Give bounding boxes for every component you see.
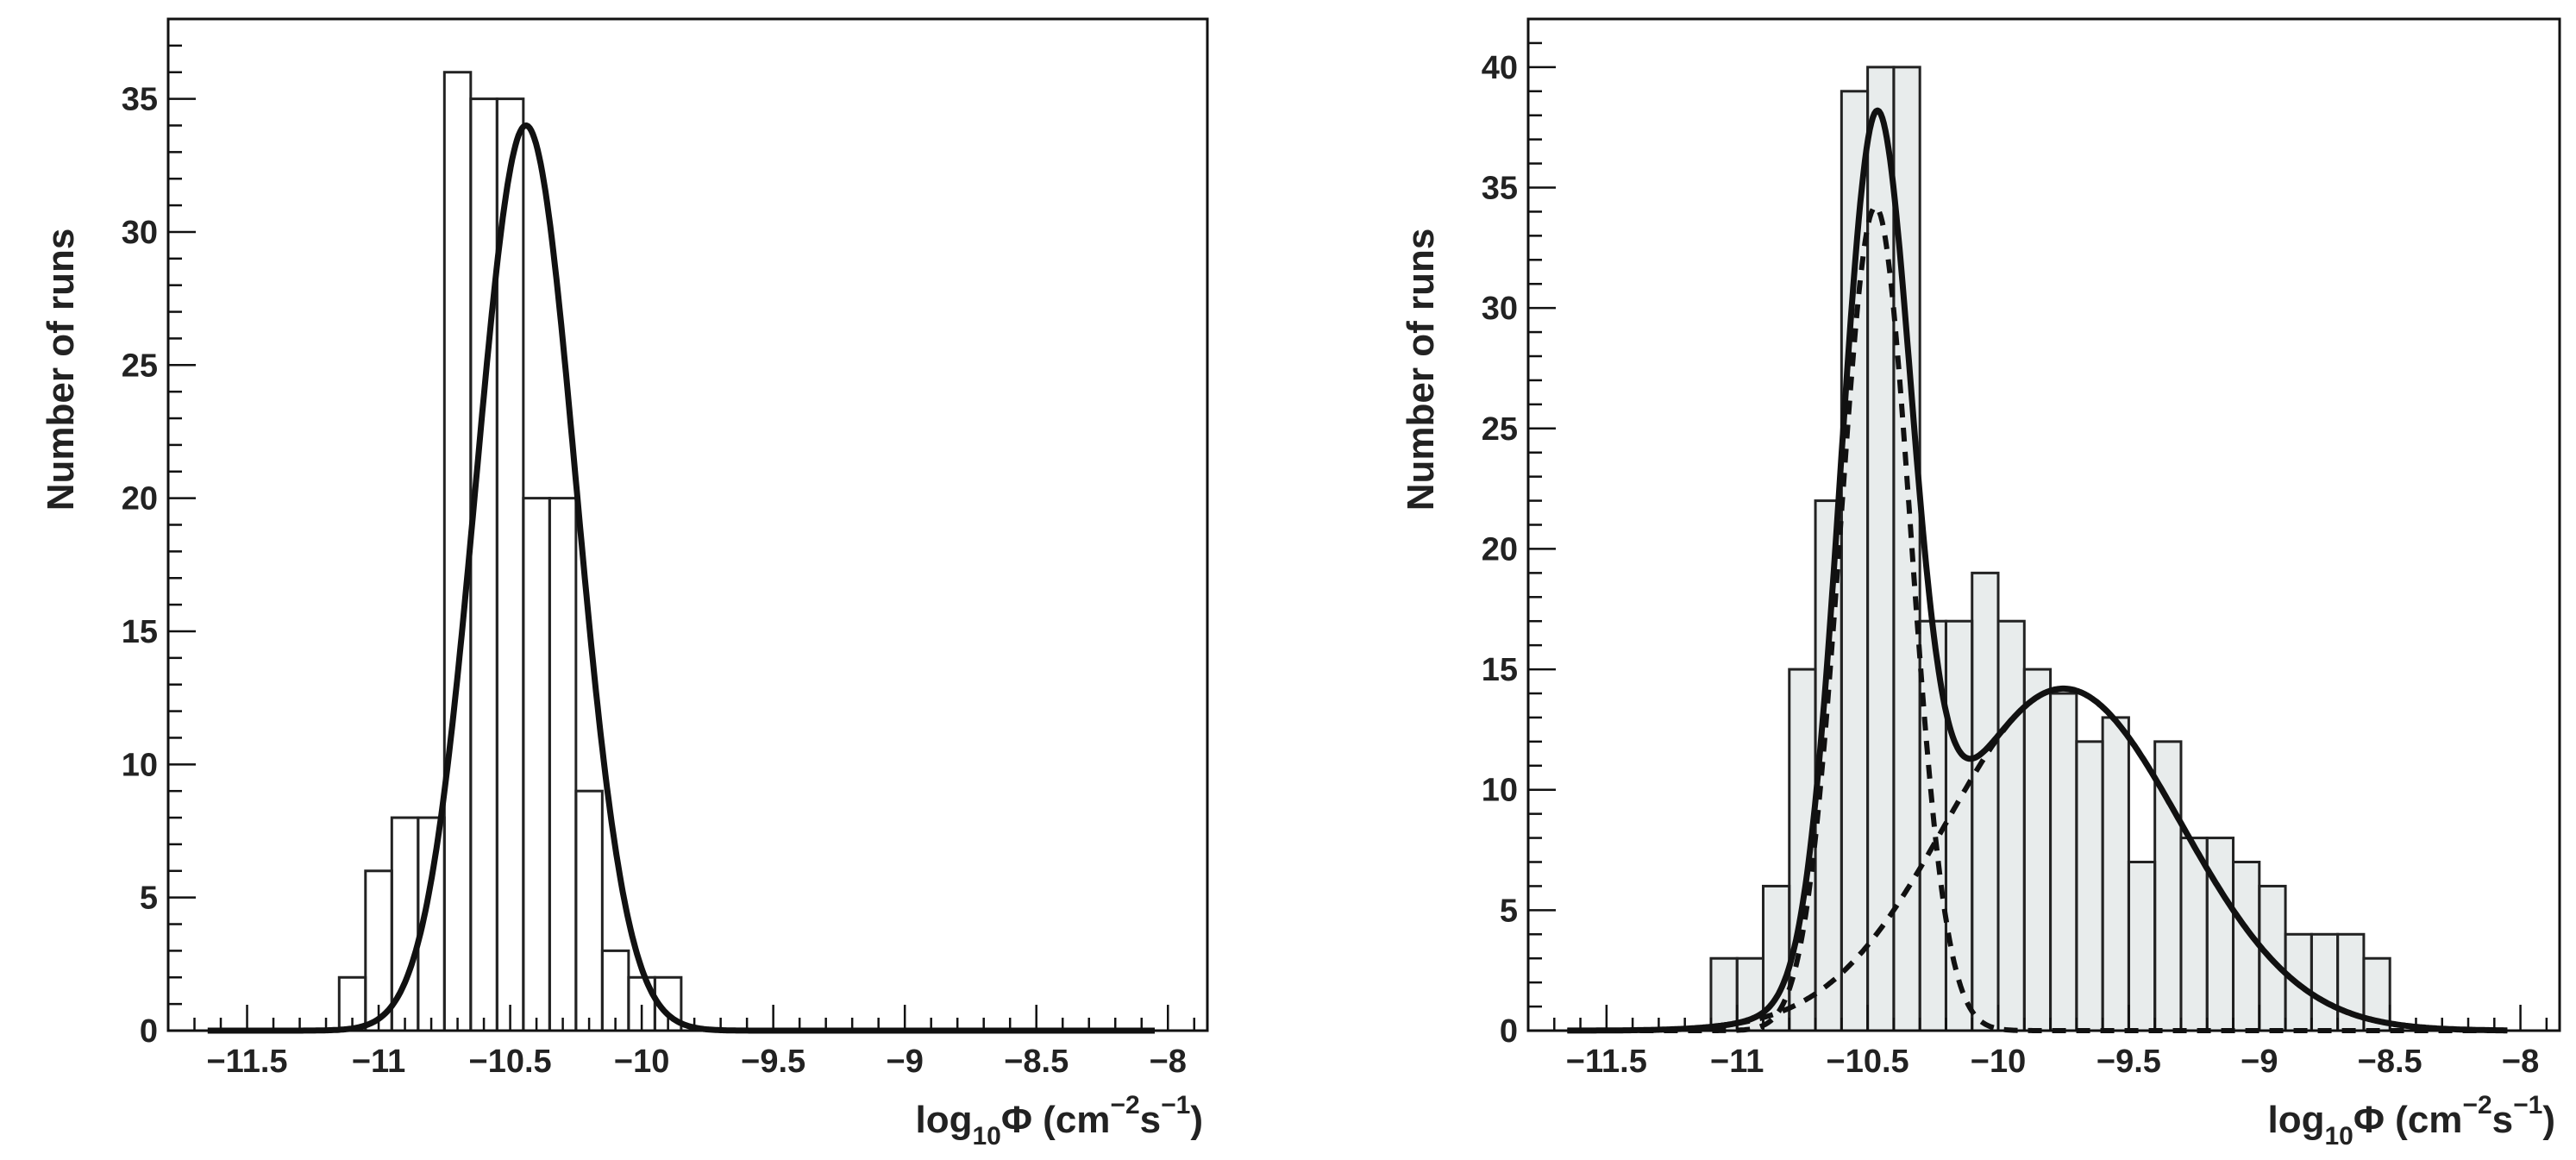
y-tick-label: 25 xyxy=(122,348,158,384)
x-tick-label: −9.5 xyxy=(2097,1044,2161,1080)
y-tick-label: 10 xyxy=(1482,773,1518,809)
x-axis-title-part: Φ (cm xyxy=(2353,1099,2463,1141)
y-tick-label: 20 xyxy=(122,481,158,517)
plot-frame xyxy=(166,17,1209,1032)
fit-curve xyxy=(206,122,1156,1034)
x-axis-title-part: 10 xyxy=(972,1122,1000,1151)
x-axis-title-part: log xyxy=(2267,1099,2324,1141)
x-tick-label: −8 xyxy=(1150,1044,1187,1080)
x-tick-label: −8.5 xyxy=(1004,1044,1069,1080)
x-tick-label: −8 xyxy=(2502,1044,2539,1080)
x-axis-title-part: −2 xyxy=(2462,1091,2491,1119)
y-axis-title: Number of runs xyxy=(40,229,82,511)
x-axis-title: log10Φ (cm−2s−1) xyxy=(915,1091,1203,1151)
x-axis-title-part: Φ (cm xyxy=(1001,1099,1111,1141)
y-tick-label: 15 xyxy=(1482,652,1518,688)
y-axis-title: Number of runs xyxy=(1400,229,1442,511)
x-tick-label: −9.5 xyxy=(741,1044,805,1080)
y-tick-label: 40 xyxy=(1482,50,1518,86)
x-tick-label: −10.5 xyxy=(469,1044,552,1080)
x-tick-label: −11.5 xyxy=(206,1044,287,1080)
x-axis-title-part: log xyxy=(915,1099,972,1141)
right-histogram-panel: −11.5 −11 −10.5 −10 −9.5 −9 −8.5 −8 0 5 10 15 20 25 30… xyxy=(1400,17,2561,1151)
x-tick-label: −10 xyxy=(614,1044,669,1080)
histogram-fill xyxy=(1528,66,2560,1031)
histogram-bar xyxy=(548,497,578,1032)
x-axis-title-part: s xyxy=(2492,1099,2513,1141)
y-tick-label: 20 xyxy=(1482,531,1518,567)
left-histogram-panel: −11.5 −11 −10.5 −10 −9.5 −9 −8.5 −8 0 5 10 15 20 25 30… xyxy=(40,17,1209,1151)
x-axis-title-part: −1 xyxy=(1161,1091,1190,1119)
histogram-bar xyxy=(522,497,551,1032)
x-tick-label: −8.5 xyxy=(2358,1044,2422,1080)
x-tick-label: −10 xyxy=(1971,1044,2026,1080)
y-tick-label: 25 xyxy=(1482,411,1518,448)
x-tick-label: −9 xyxy=(887,1044,924,1080)
y-tick-label: 35 xyxy=(122,82,158,118)
fit-component-curve xyxy=(1566,686,2509,1033)
histogram-bar xyxy=(469,97,498,1032)
y-tick-label: 30 xyxy=(122,215,158,251)
histogram-bar xyxy=(574,789,604,1032)
x-tick-label: −11.5 xyxy=(1566,1044,1647,1080)
x-axis-title-part: ) xyxy=(1190,1099,1203,1141)
y-tick-label: 35 xyxy=(1482,171,1518,207)
x-tick-label: −11 xyxy=(1710,1044,1764,1080)
x-axis-title-part: s xyxy=(1140,1099,1161,1141)
y-tick-label: 5 xyxy=(140,881,158,917)
y-tick-label: 10 xyxy=(122,747,158,783)
x-axis-title: log10Φ (cm−2s−1) xyxy=(2267,1091,2555,1151)
y-tick-label: 0 xyxy=(1500,1013,1518,1050)
y-tick-label: 5 xyxy=(1500,893,1518,929)
x-axis-title-part: ) xyxy=(2542,1099,2555,1141)
x-tick-label: −9 xyxy=(2241,1044,2278,1080)
x-axis-title-part: 10 xyxy=(2324,1122,2353,1151)
x-axis-title-part: −1 xyxy=(2513,1091,2542,1119)
x-tick-label: −11 xyxy=(352,1044,405,1080)
x-axis-title-part: −2 xyxy=(1110,1091,1139,1119)
x-tick-label: −10.5 xyxy=(1827,1044,1909,1080)
y-tick-label: 15 xyxy=(122,614,158,650)
y-tick-label: 0 xyxy=(140,1013,158,1050)
y-tick-label: 30 xyxy=(1482,291,1518,327)
